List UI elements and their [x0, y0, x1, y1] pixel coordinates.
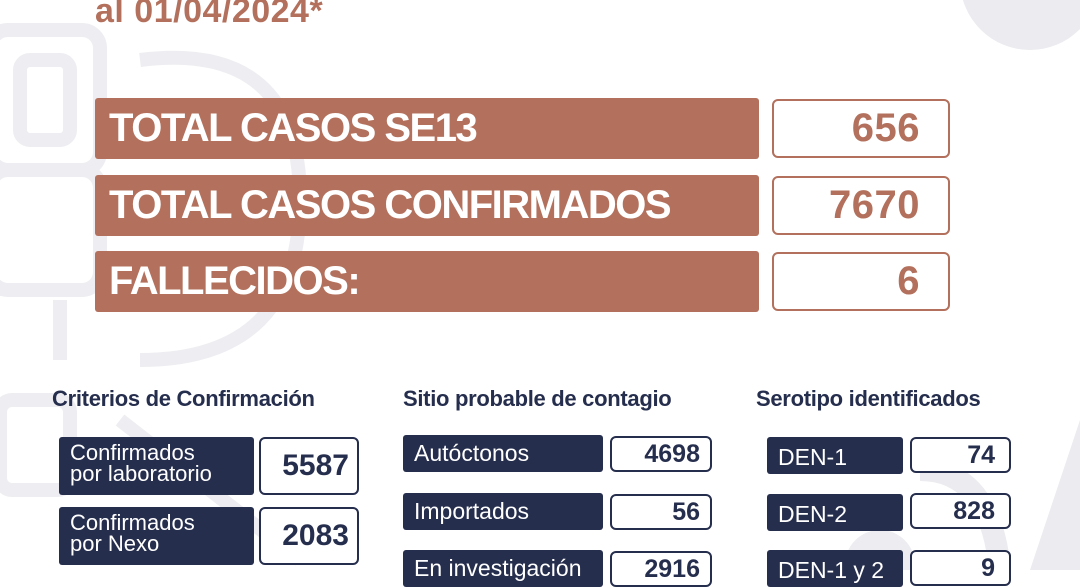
total-label: TOTAL CASOS SE13	[95, 98, 759, 159]
criterio-label-line2: por laboratorio	[70, 461, 212, 486]
serotipo-den2-value: 828	[910, 493, 1011, 529]
serotipo-den1-value: 74	[910, 437, 1011, 473]
criterio-laboratorio-value: 5587	[259, 437, 359, 495]
total-label: FALLECIDOS:	[95, 251, 759, 312]
sitio-title: Sitio probable de contagio	[403, 386, 672, 411]
sitio-importados-value: 56	[610, 494, 712, 530]
criterio-nexo-value: 2083	[259, 507, 359, 565]
report-date: al 01/04/2024*	[95, 0, 324, 30]
serotipo-den1y2-value: 9	[910, 550, 1011, 586]
criterios-title: Criterios de Confirmación	[52, 386, 315, 411]
criterio-laboratorio-label: Confirmados por laboratorio	[59, 437, 254, 495]
sitio-autoctonos-label: Autóctonos	[403, 435, 603, 472]
total-row-confirmados: TOTAL CASOS CONFIRMADOS 7670	[95, 175, 951, 236]
sitio-investigacion-value: 2916	[610, 551, 712, 587]
criterio-label-line2: por Nexo	[70, 531, 160, 556]
total-value: 6	[772, 252, 950, 311]
sitio-autoctonos-value: 4698	[610, 436, 712, 472]
total-row-se13: TOTAL CASOS SE13 656	[95, 98, 951, 159]
sitio-investigacion-label: En investigación	[403, 550, 603, 587]
total-row-fallecidos: FALLECIDOS: 6	[95, 251, 951, 312]
criterio-nexo-label: Confirmados por Nexo	[59, 507, 254, 565]
criterio-label-line1: Confirmados	[70, 510, 195, 535]
serotipo-den1-label: DEN-1	[767, 437, 903, 474]
serotipo-title: Serotipo identificados	[756, 386, 981, 411]
serotipo-den2-label: DEN-2	[767, 494, 903, 531]
serotipo-den1y2-label: DEN-1 y 2	[767, 550, 903, 587]
total-value: 7670	[772, 176, 950, 235]
criterio-label-line1: Confirmados	[70, 440, 195, 465]
total-label: TOTAL CASOS CONFIRMADOS	[95, 175, 759, 236]
sitio-importados-label: Importados	[403, 493, 603, 530]
total-value: 656	[772, 99, 950, 158]
